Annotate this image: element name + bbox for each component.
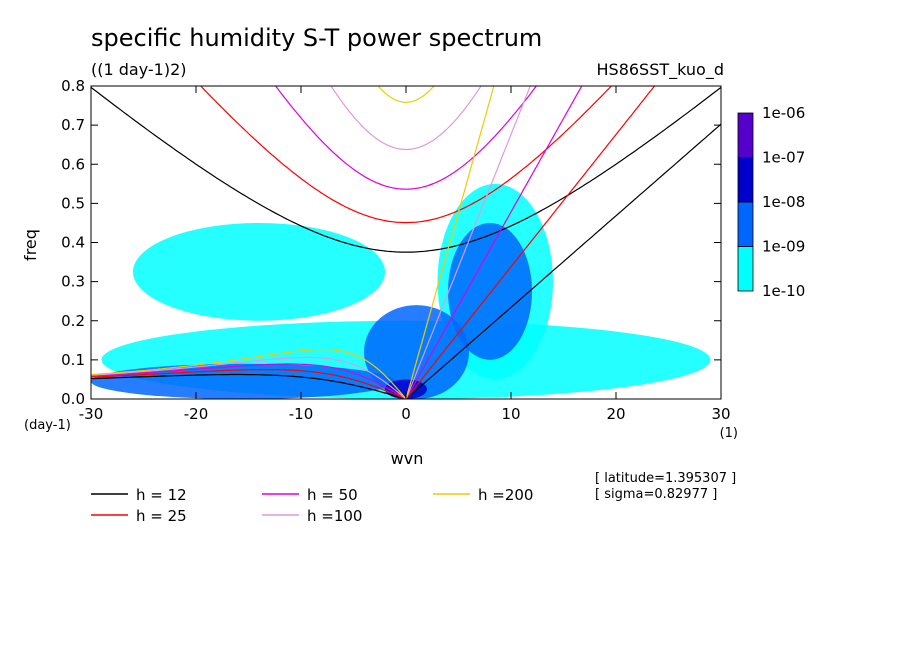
rossby-curve-3 — [91, 356, 407, 399]
rossby-curve-1 — [91, 369, 407, 399]
x-tick-label: -20 — [184, 405, 209, 423]
kelvin-curve-4 — [405, 86, 495, 399]
kelvin-curve-0 — [405, 123, 721, 399]
colorbar-swatch — [737, 246, 754, 292]
chart-units: ((1 day-1)2) — [91, 60, 187, 79]
colorbar-label: 1e-07 — [762, 149, 805, 167]
y-unit-label: (day-1) — [24, 418, 71, 433]
axis-ticks: -30 -20 -10 0 10 20 30 0.0 0.1 0.2 0.3 0.4 0.5 0.6 0.7… — [61, 77, 730, 423]
gravity-curve-0 — [91, 86, 721, 253]
gravity-curve-4 — [377, 86, 435, 103]
rossby-curve-4 — [91, 348, 407, 399]
x-axis-label: wvn — [391, 449, 424, 468]
colorbar-swatch — [737, 157, 754, 203]
x-tick-label: 30 — [711, 405, 730, 423]
kelvin-curve-2 — [405, 86, 583, 399]
run-name: HS86SST_kuo_d — [597, 60, 725, 80]
colorbar-swatch — [737, 112, 754, 158]
y-tick-label: 0.5 — [61, 194, 85, 212]
power-region-1 — [133, 222, 385, 321]
colorbar-label: 1e-06 — [762, 104, 805, 122]
y-tick-label: 0.2 — [61, 312, 85, 330]
legend-label: h = 25 — [136, 507, 187, 525]
legend-label: h = 50 — [307, 486, 358, 504]
y-tick-label: 0.4 — [61, 234, 85, 252]
colorbar-swatch — [737, 201, 754, 247]
legend: h = 12 h = 25 h = 50 h =100 h =200 — [91, 486, 533, 525]
kelvin-curve-3 — [405, 86, 531, 399]
y-tick-label: 0.8 — [61, 77, 85, 95]
power-region-5 — [448, 222, 532, 360]
x-tick-label: -30 — [79, 405, 104, 423]
rossby-curve-2 — [91, 363, 407, 399]
sigma-info: [ sigma=0.82977 ] — [595, 487, 717, 502]
y-tick-label: 0.1 — [61, 351, 85, 369]
x-tick-label: -10 — [289, 405, 314, 423]
kelvin-curve-1 — [405, 86, 656, 399]
y-tick-label: 0.0 — [61, 390, 85, 408]
colorbar-label: 1e-09 — [762, 238, 805, 256]
y-tick-label: 0.6 — [61, 155, 85, 173]
rossby-curve-0 — [91, 373, 407, 399]
x-unit-label: (1) — [720, 426, 738, 441]
gravity-curve-2 — [274, 86, 538, 190]
y-axis-label: freq — [21, 229, 40, 261]
x-tick-label: 0 — [401, 405, 411, 423]
y-tick-label: 0.3 — [61, 273, 85, 291]
colorbar: 1e-10 1e-09 1e-08 1e-07 1e-06 — [737, 104, 805, 300]
gravity-curve-1 — [199, 86, 613, 224]
x-tick-label: 10 — [501, 405, 520, 423]
power-region-4 — [364, 305, 469, 399]
y-tick-label: 0.7 — [61, 116, 85, 134]
chart-title: specific humidity S-T power spectrum — [91, 24, 542, 52]
dispersion-curves — [91, 86, 721, 399]
legend-label: h = 12 — [136, 486, 187, 504]
legend-label: h =200 — [478, 486, 533, 504]
x-tick-label: 20 — [606, 405, 625, 423]
legend-label: h =100 — [307, 507, 362, 525]
power-region-3 — [91, 363, 396, 399]
colorbar-label: 1e-10 — [762, 282, 805, 300]
latitude-info: [ latitude=1.395307 ] — [595, 471, 736, 486]
colorbar-label: 1e-08 — [762, 193, 805, 211]
gravity-curve-3 — [330, 86, 482, 151]
